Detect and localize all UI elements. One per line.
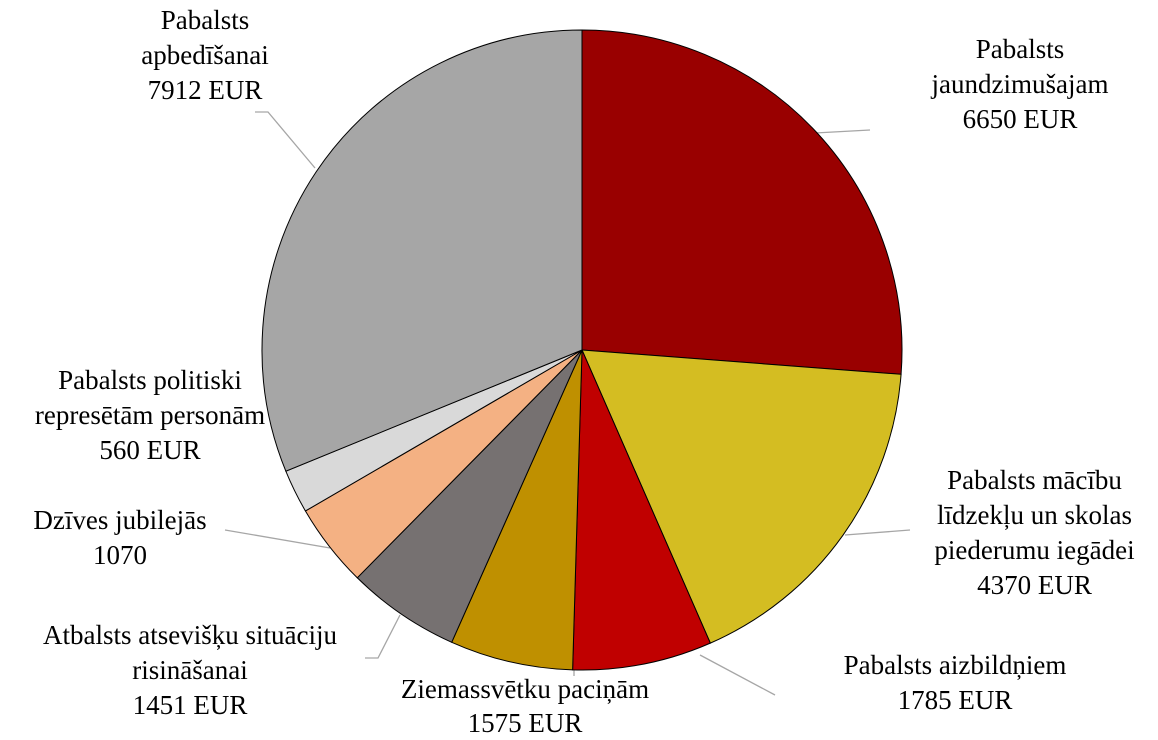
- pie-slice: [572, 349, 711, 671]
- leader-line: [365, 614, 401, 659]
- leader-lines: [224, 111, 911, 696]
- value-label: 7912 EUR: [147, 75, 263, 105]
- leader-line: [844, 529, 911, 536]
- slice-label: Pabalsts jaundzimušajam 6650 EUR: [895, 32, 1145, 137]
- pie-slice: [581, 349, 902, 644]
- slice-label: Dzīves jubilejās 1070: [10, 503, 230, 573]
- category-label: Dzīves jubilejās: [33, 505, 207, 535]
- slice-label: Pabalsts mācību līdzekļu un skolas piede…: [912, 463, 1157, 603]
- category-label: Pabalsts mācību līdzekļu un skolas piede…: [934, 465, 1135, 565]
- value-label: 1785 EUR: [897, 685, 1013, 715]
- value-label: 1070: [93, 540, 147, 570]
- category-label: Pabalsts jaundzimušajam: [931, 34, 1109, 99]
- category-label: Ziemassvētku paciņām: [400, 674, 650, 704]
- pie-slice: [581, 29, 903, 375]
- value-label: 560 EUR: [99, 435, 201, 465]
- value-label: 4370 EUR: [977, 570, 1092, 600]
- slice-label: Ziemassvētku paciņām 1575 EUR: [375, 672, 675, 740]
- category-label: Pabalsts aizbildņiem: [843, 650, 1067, 680]
- pie-slice: [261, 29, 583, 472]
- slice-label: Pabalsts aizbildņiem 1785 EUR: [805, 648, 1105, 718]
- value-label: 1575 EUR: [467, 708, 583, 738]
- slice-label: Pabalsts politiski represētām personām 56…: [10, 363, 290, 468]
- leader-line: [699, 654, 776, 696]
- value-label: 1451 EUR: [132, 690, 248, 720]
- category-label: Pabalsts politiski represētām personām: [34, 365, 266, 430]
- category-label: Atbalsts atsevišķu situāciju risināšanai: [43, 620, 337, 685]
- slice-label: Pabalsts apbedīšanai 7912 EUR: [125, 3, 285, 108]
- pie-slice: [451, 349, 583, 671]
- value-label: 6650 EUR: [962, 104, 1078, 134]
- slice-label: Atbalsts atsevišķu situāciju risināšanai…: [10, 618, 370, 723]
- leader-line: [224, 529, 331, 549]
- category-label: Pabalsts apbedīšanai: [141, 5, 269, 70]
- leader-line: [814, 129, 871, 134]
- leader-line: [255, 111, 316, 169]
